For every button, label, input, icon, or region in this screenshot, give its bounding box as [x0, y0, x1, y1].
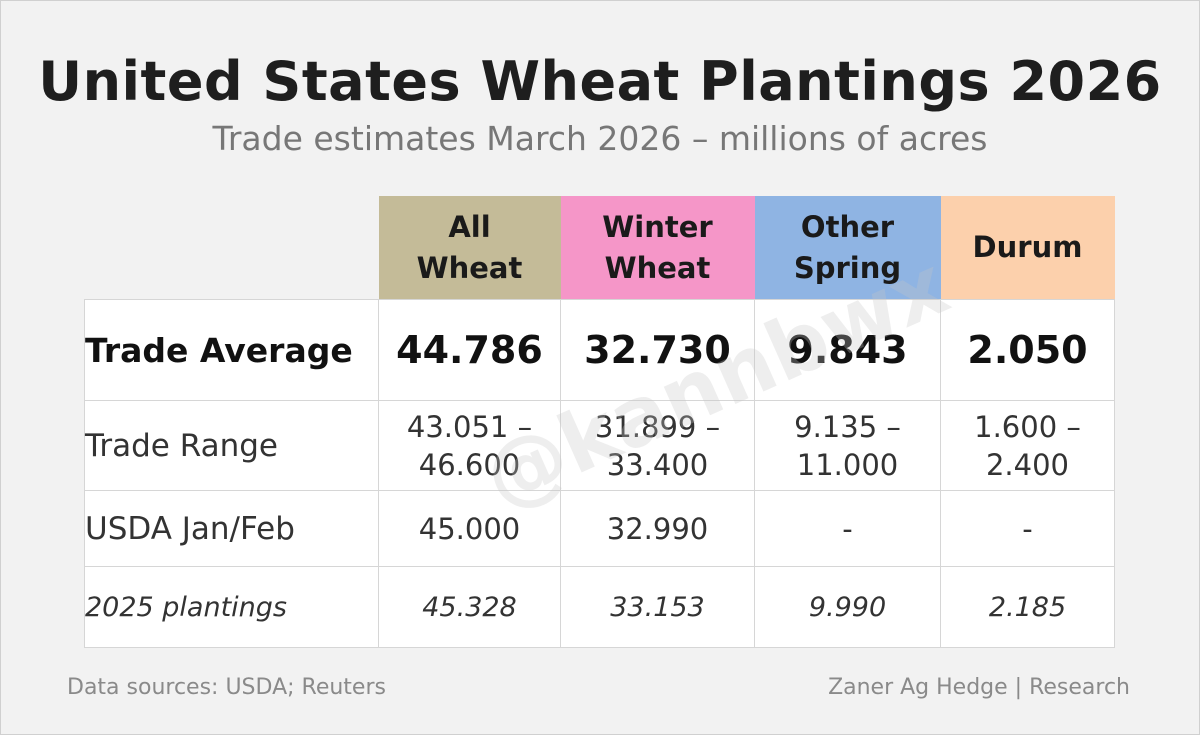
cell-other-spring: 9.843 — [754, 299, 941, 401]
data-sources: Data sources: USDA; Reuters — [67, 675, 386, 700]
range-high: 11.000 — [796, 447, 899, 482]
chart-title: United States Wheat Plantings 2026 — [38, 50, 1162, 113]
row-label: USDA Jan/Feb — [84, 490, 379, 567]
range-low: 43.051 – — [406, 409, 533, 444]
range-low: 1.600 – — [974, 409, 1081, 444]
cell-durum: 2.185 — [940, 566, 1115, 648]
row-label: Trade Average — [84, 299, 379, 401]
col-header-winter-wheat: Winter Wheat — [560, 196, 755, 300]
cell-winter-wheat: 32.730 — [560, 299, 755, 401]
cell-all-wheat: 45.000 — [378, 490, 561, 567]
row-label: 2025 plantings — [84, 566, 379, 648]
header-corner — [85, 196, 379, 300]
row-2025-plantings: 2025 plantings 45.328 33.153 9.990 2.185 — [84, 566, 1115, 648]
cell-durum: 1.600 –2.400 — [940, 400, 1115, 491]
cell-other-spring: - — [754, 490, 941, 567]
cell-all-wheat: 44.786 — [378, 299, 561, 401]
range-high: 33.400 — [606, 447, 709, 482]
credit: Zaner Ag Hedge | Research — [828, 675, 1130, 700]
col-header-all-wheat: All Wheat — [378, 196, 561, 300]
cell-other-spring: 9.135 –11.000 — [754, 400, 941, 491]
chart-subtitle: Trade estimates March 2026 – millions of… — [212, 119, 988, 158]
header-row: All Wheat Winter Wheat Other Spring Duru… — [85, 196, 1115, 300]
col-header-durum: Durum — [940, 196, 1115, 300]
row-trade-average: Trade Average 44.786 32.730 9.843 2.050 — [84, 299, 1115, 401]
cell-durum: - — [940, 490, 1115, 567]
cell-all-wheat: 45.328 — [378, 566, 561, 648]
cell-other-spring: 9.990 — [754, 566, 941, 648]
range-low: 31.899 – — [594, 409, 721, 444]
row-usda-jan-feb: USDA Jan/Feb 45.000 32.990 - - — [84, 490, 1115, 567]
cell-durum: 2.050 — [940, 299, 1115, 401]
cell-all-wheat: 43.051 –46.600 — [378, 400, 561, 491]
plantings-table: All Wheat Winter Wheat Other Spring Duru… — [84, 196, 1115, 648]
row-label: Trade Range — [84, 400, 379, 491]
range-high: 2.400 — [985, 447, 1070, 482]
cell-winter-wheat: 31.899 –33.400 — [560, 400, 755, 491]
cell-winter-wheat: 33.153 — [560, 566, 755, 648]
cell-winter-wheat: 32.990 — [560, 490, 755, 567]
range-high: 46.600 — [418, 447, 521, 482]
col-header-other-spring: Other Spring — [754, 196, 941, 300]
range-low: 9.135 – — [794, 409, 901, 444]
row-trade-range: Trade Range 43.051 –46.600 31.899 –33.40… — [84, 400, 1115, 491]
